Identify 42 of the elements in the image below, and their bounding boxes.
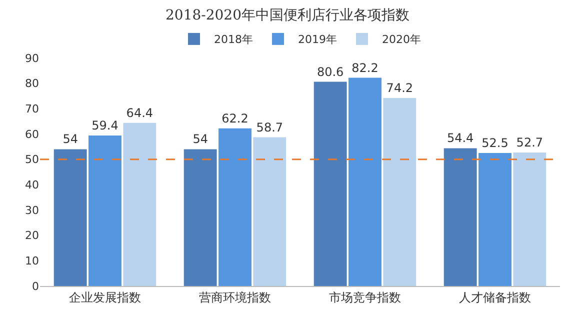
data-label: 62.2 <box>222 111 248 126</box>
x-tick-label: 营商环境指数 <box>199 290 271 304</box>
y-tick-label: 60 <box>25 128 39 141</box>
bar <box>314 82 347 286</box>
y-tick-label: 50 <box>25 153 39 166</box>
legend-label: 2019年 <box>298 33 337 46</box>
chart-title: 2018-2020年中国便利店行业各项指数 <box>166 8 410 24</box>
y-tick-label: 70 <box>25 102 39 116</box>
bar <box>54 149 87 286</box>
bar <box>88 136 122 286</box>
y-tick-label: 90 <box>25 52 39 65</box>
y-tick-label: 40 <box>25 178 39 192</box>
data-label: 54.4 <box>446 131 474 146</box>
bar <box>218 128 252 286</box>
data-label: 52.7 <box>516 135 544 150</box>
data-label: 82.2 <box>352 60 378 75</box>
data-label: 54 <box>192 132 208 146</box>
y-tick-label: 30 <box>25 204 39 217</box>
data-label: 74.2 <box>386 81 414 96</box>
data-label: 58.7 <box>256 120 284 134</box>
bar <box>348 78 382 286</box>
y-tick-label: 0 <box>32 280 39 293</box>
data-label: 64.4 <box>126 106 154 120</box>
legend-label: 2020年 <box>382 33 421 46</box>
bar <box>513 152 546 286</box>
y-tick-label: 10 <box>25 254 39 268</box>
x-tick-label: 市场竞争指数 <box>329 290 401 304</box>
bar <box>184 149 217 286</box>
data-label: 52.5 <box>482 136 508 150</box>
bar <box>383 98 416 286</box>
data-label: 80.6 <box>316 64 344 79</box>
bar <box>123 122 156 286</box>
x-tick-label: 企业发展指数 <box>69 290 141 304</box>
y-tick-label: 80 <box>25 77 39 90</box>
bar <box>444 148 477 286</box>
bar <box>478 153 512 286</box>
bar <box>253 137 286 286</box>
data-label: 59.4 <box>92 118 118 133</box>
y-tick-label: 20 <box>25 229 39 242</box>
data-label: 54 <box>62 132 78 146</box>
x-tick-label: 人才储备指数 <box>459 290 531 304</box>
legend-label: 2018年 <box>214 33 253 46</box>
